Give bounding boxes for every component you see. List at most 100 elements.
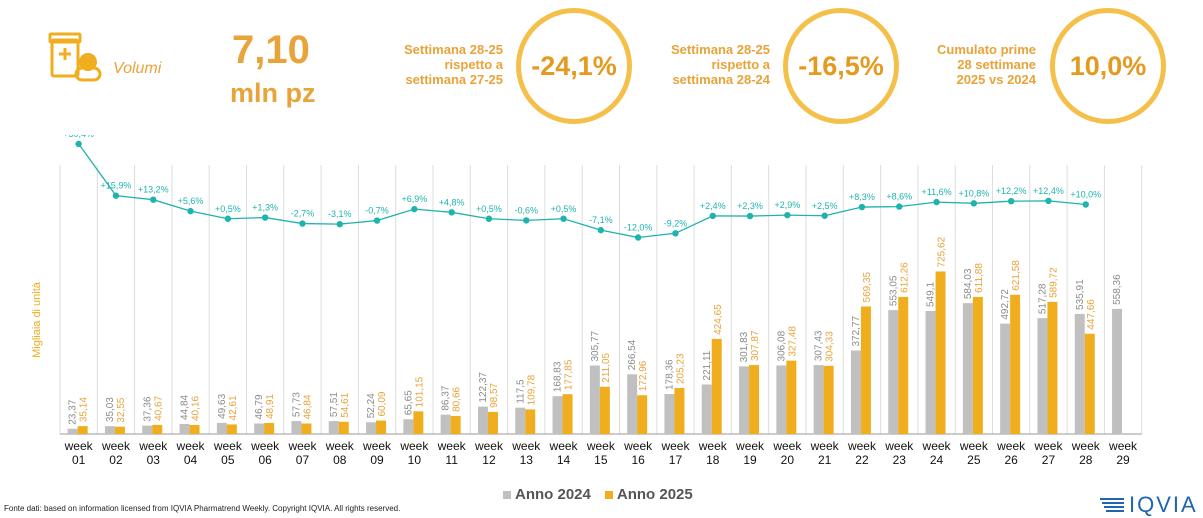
bar-label-2024: 52,24 (366, 393, 377, 418)
growth-label: +0,5% (476, 204, 502, 214)
bar-label-2025: 54,61 (340, 392, 351, 417)
growth-point (970, 200, 978, 207)
x-tick-label: 21 (818, 453, 832, 467)
x-tick-label: week (884, 439, 914, 453)
volume-value: 7,10 (232, 28, 310, 72)
growth-label: +50,4% (63, 135, 94, 139)
kpi-2-label-line: settimana 28-24 (672, 72, 770, 87)
bar-2024 (888, 310, 899, 434)
legend-item-2025: Anno 2025 (604, 486, 693, 503)
growth-label: -2,7% (291, 209, 315, 219)
bar-2025 (264, 423, 275, 434)
bar-label-2024: 23,37 (68, 399, 79, 424)
bar-2024 (962, 303, 973, 434)
kpi-3-label-line: Cumulato prime (937, 42, 1036, 57)
growth-point (672, 230, 679, 237)
bar-label-2025: 307,87 (750, 330, 761, 361)
bar-2025 (1084, 333, 1095, 434)
bar-2024 (850, 350, 861, 434)
x-tick-label: 07 (296, 453, 310, 467)
bar-2025 (972, 296, 983, 434)
growth-point (411, 205, 418, 213)
x-tick-label: 08 (333, 453, 347, 467)
bar-2025 (152, 424, 163, 434)
bar-2025 (1047, 301, 1058, 434)
x-tick-label: week (101, 439, 131, 453)
growth-point (933, 198, 940, 206)
kpi-1-value: -24,1% (531, 50, 617, 81)
logo-lines-icon (1100, 498, 1124, 512)
bar-2025 (301, 423, 312, 434)
bar-2024 (142, 425, 153, 434)
growth-point (1045, 197, 1052, 205)
bar-label-2024: 65,65 (403, 390, 414, 415)
bar-label-2025: 447,66 (1086, 299, 1097, 330)
bar-label-2025: 424,65 (713, 304, 724, 335)
bar-label-2025: 60,09 (377, 391, 388, 416)
x-tick-label: week (810, 439, 840, 453)
bar-2024 (67, 428, 78, 434)
bar-label-2025: 725,62 (937, 236, 948, 267)
x-tick-label: week (735, 439, 765, 453)
bar-label-2025: 98,57 (489, 382, 500, 407)
growth-point (634, 234, 642, 241)
growth-label: +2,3% (737, 201, 763, 211)
bar-label-2024: 178,36 (664, 359, 675, 390)
bar-2025 (823, 365, 834, 434)
growth-label: +0,5% (215, 204, 241, 214)
growth-point (299, 220, 306, 227)
x-tick-label: 06 (258, 453, 272, 467)
bar-label-2025: 304,33 (825, 331, 836, 362)
growth-point (150, 196, 157, 203)
x-tick-label: 24 (930, 453, 944, 467)
bar-2024 (477, 406, 488, 434)
bar-label-2025: 177,85 (564, 359, 575, 390)
bar-label-2024: 49,63 (217, 393, 228, 418)
bar-2024 (179, 423, 190, 434)
x-tick-label: 13 (520, 453, 534, 467)
x-tick-label: 14 (557, 453, 571, 467)
kpi-1-circle: -24,1% (516, 8, 632, 124)
bar-2025 (711, 338, 722, 434)
bar-2024 (515, 407, 526, 434)
bar-label-2024: 221,11 (702, 350, 713, 380)
bar-label-2025: 35,14 (79, 397, 90, 422)
bar-2025 (77, 426, 88, 434)
bar-label-2024: 517,28 (1037, 283, 1048, 314)
bar-2024 (776, 365, 787, 434)
legend-item-2024: Anno 2024 (503, 486, 591, 503)
bar-label-2025: 46,84 (302, 394, 313, 419)
growth-point (224, 215, 232, 222)
kpi-2-label-line: rispetto a (711, 57, 770, 72)
x-tick-label: week (250, 439, 280, 453)
kpi-2-label: Settimana 28-25 rispetto a settimana 28-… (652, 42, 770, 87)
growth-label: +12,4% (1033, 186, 1064, 196)
bar-label-2025: 569,35 (862, 271, 873, 302)
growth-point (784, 211, 791, 219)
bar-label-2024: 558,36 (1112, 274, 1123, 305)
growth-point (746, 212, 754, 220)
bar-label-2024: 266,54 (627, 339, 638, 370)
growth-label: -9,2% (664, 218, 688, 228)
x-tick-label: week (996, 439, 1026, 453)
growth-point (1082, 201, 1089, 208)
legend-swatch-2024 (503, 490, 511, 499)
bar-2024 (440, 414, 451, 434)
growth-point (597, 226, 605, 234)
growth-label: +12,2% (996, 186, 1027, 196)
x-tick-label: week (922, 439, 952, 453)
bar-label-2025: 48,91 (265, 394, 276, 419)
bar-label-2025: 172,96 (638, 360, 649, 391)
x-tick-label: week (549, 439, 579, 453)
growth-label: -0,7% (365, 206, 389, 216)
growth-point (709, 212, 716, 220)
bar-2024 (1037, 318, 1048, 434)
kpi-3-value: 10,0% (1069, 50, 1147, 81)
bar-2025 (338, 421, 349, 434)
x-tick-label: week (1033, 439, 1063, 453)
bar-2024 (739, 366, 750, 434)
growth-point (821, 212, 828, 219)
kpi-2-label-line: Settimana 28-25 (671, 42, 770, 57)
x-tick-label: 28 (1079, 453, 1093, 467)
